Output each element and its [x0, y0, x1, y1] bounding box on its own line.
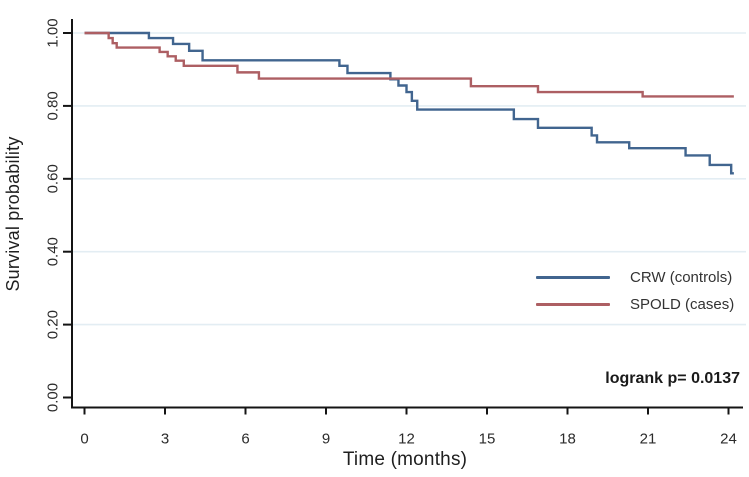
legend-label-crw: CRW (controls) [630, 268, 733, 286]
x-tick-label: 9 [322, 431, 330, 448]
x-tick-label: 21 [640, 431, 657, 448]
logrank-p-value: logrank p= 0.0137 [605, 370, 740, 387]
y-tick-label: 0.60 [44, 164, 61, 193]
legend-label-spold: SPOLD (cases) [630, 295, 735, 313]
x-tick-label: 24 [720, 431, 737, 448]
x-tick-label: 12 [398, 431, 415, 448]
x-tick-label: 15 [479, 431, 496, 448]
spold-line-swatch [536, 302, 610, 306]
x-tick-label: 0 [80, 431, 88, 448]
y-tick-label: 0.40 [44, 237, 61, 266]
x-tick-label: 6 [241, 431, 249, 448]
y-tick-label: 1.00 [44, 18, 61, 47]
legend-item-spold: SPOLD (cases) [536, 295, 734, 313]
crw-line-swatch [536, 275, 610, 279]
survival-curve-spold [84, 31, 734, 98]
legend-item-crw: CRW (controls) [536, 268, 734, 286]
x-tick-label: 3 [161, 431, 169, 448]
y-tick-label: 0.80 [44, 91, 61, 120]
x-tick-label: 18 [559, 431, 576, 448]
x-axis-title: Time (months) [342, 449, 468, 470]
y-tick-label: 0.20 [44, 310, 61, 339]
y-tick-label: 0.00 [44, 383, 61, 412]
y-axis-title: Survival probability [3, 136, 23, 292]
legend: CRW (controls) SPOLD (cases) [536, 268, 734, 313]
survival-curve-crw [84, 31, 734, 175]
